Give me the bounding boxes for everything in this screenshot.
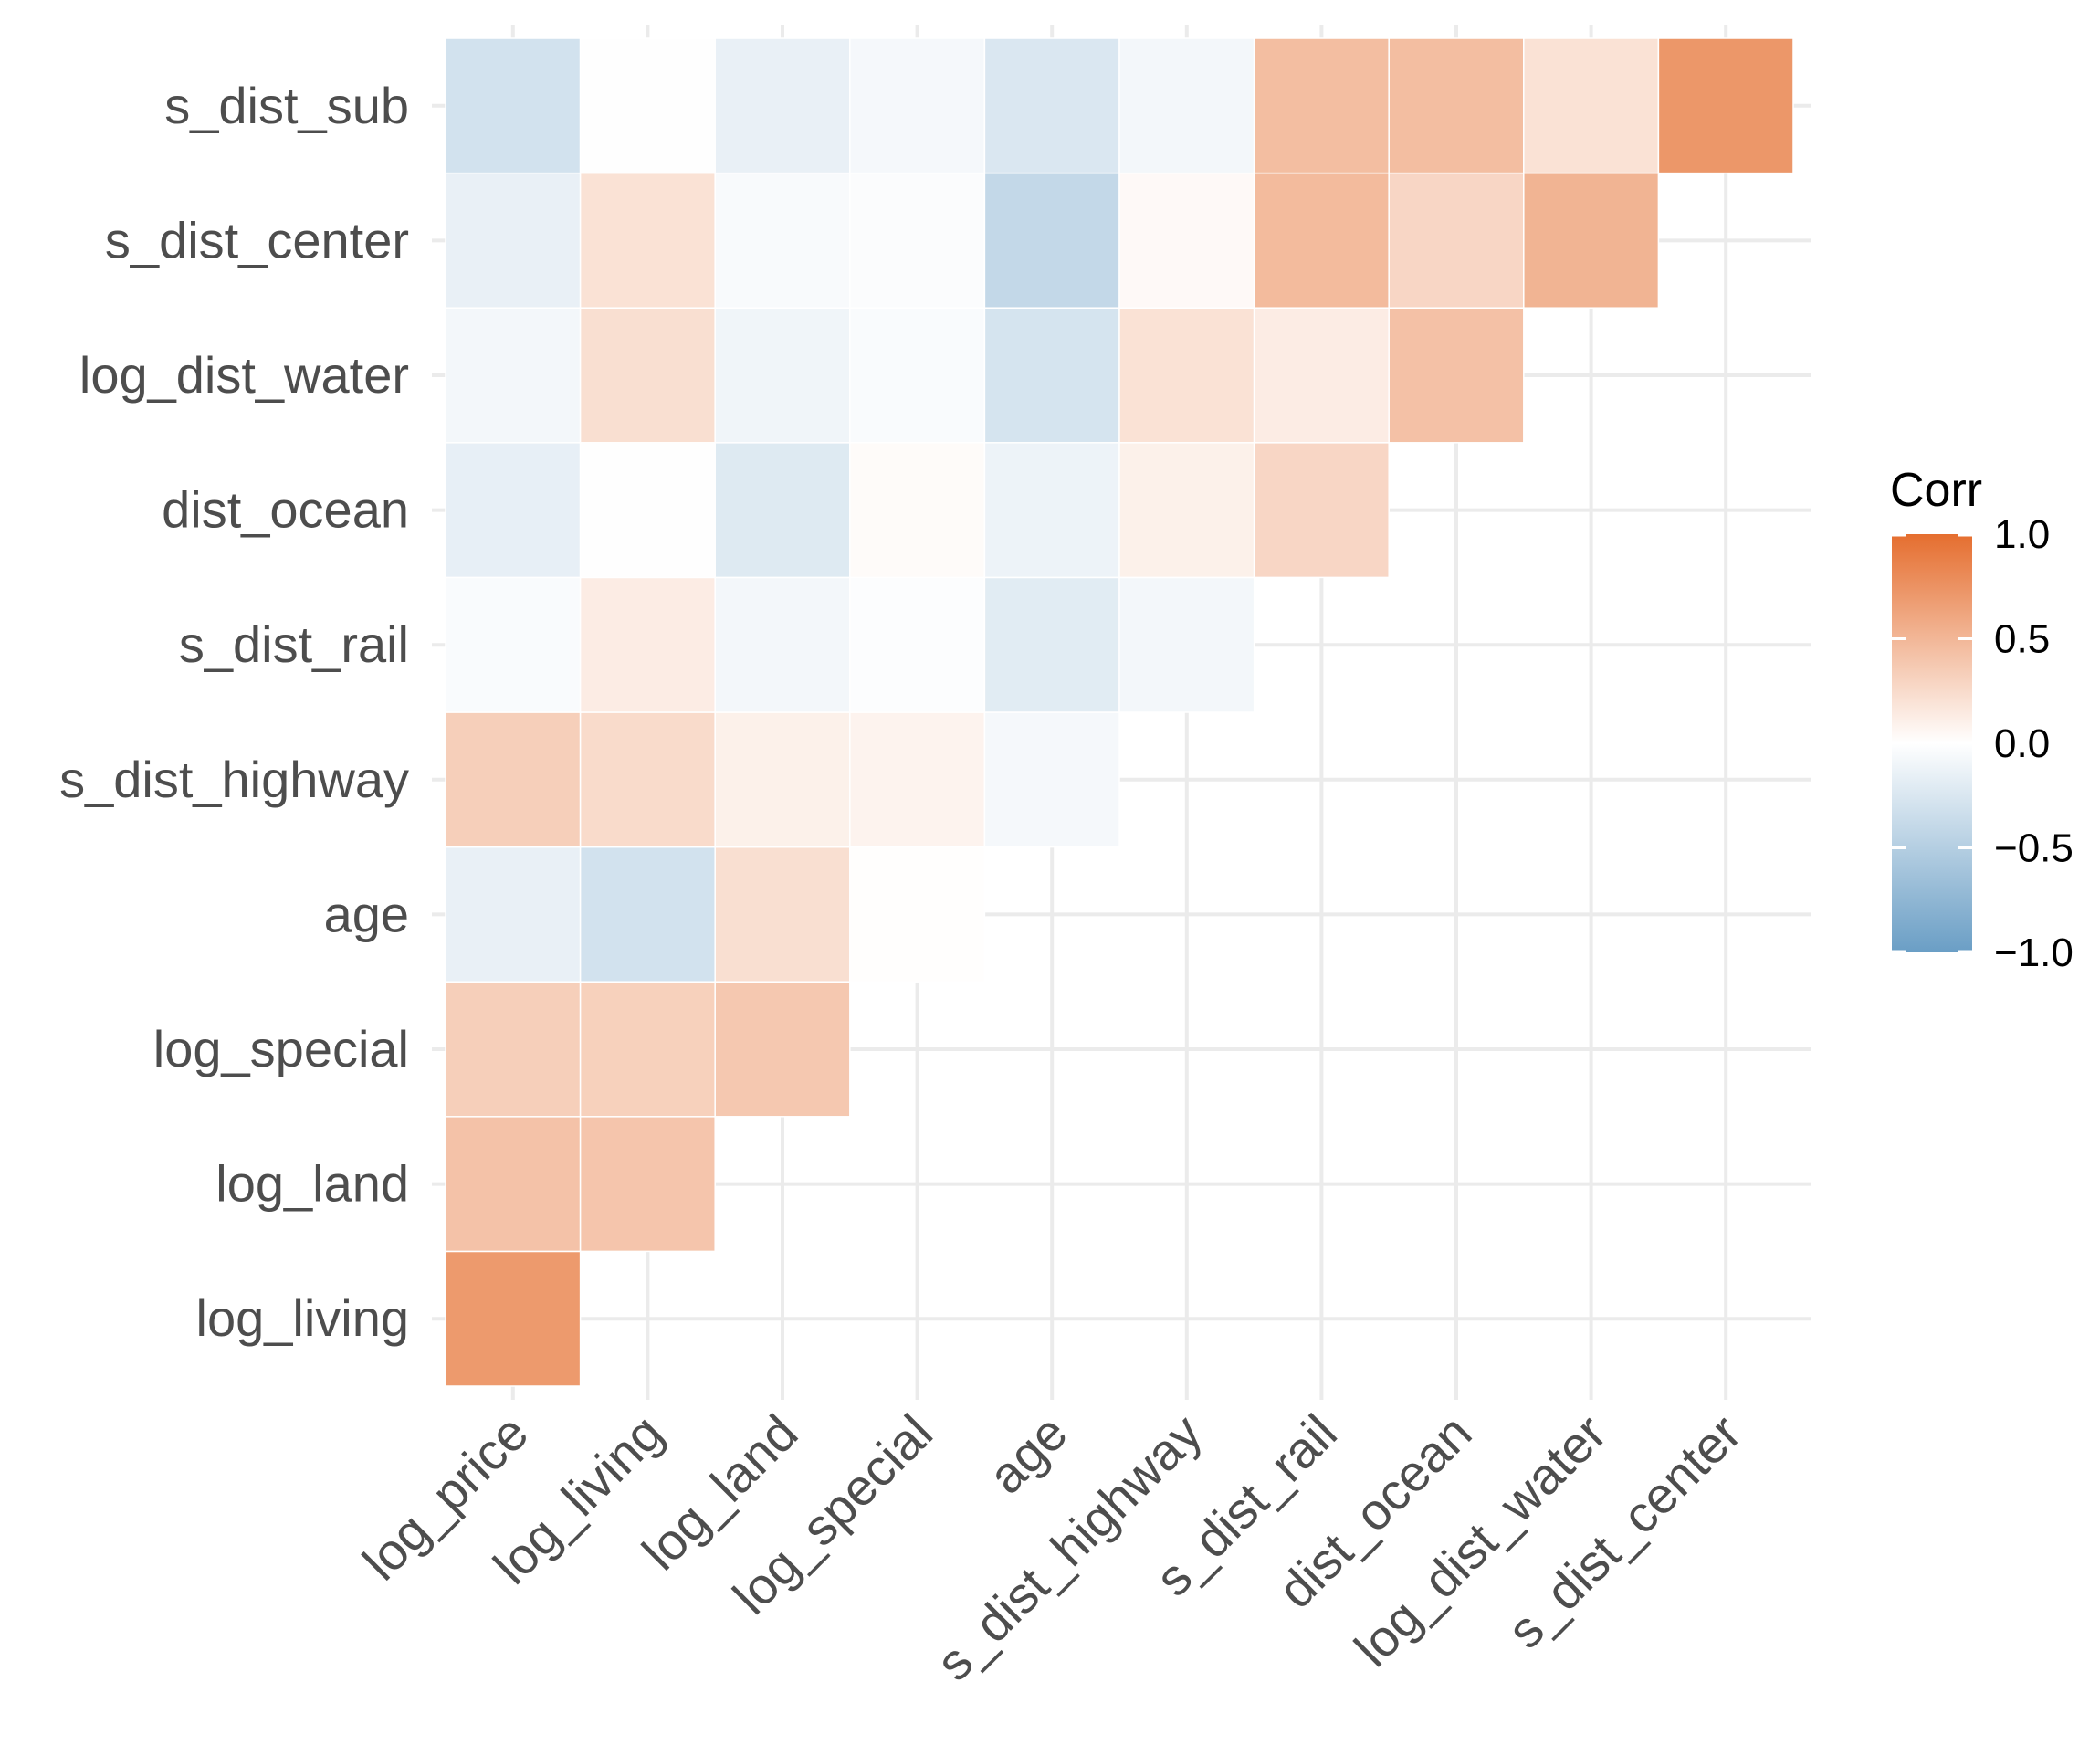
heatmap-cell — [983, 576, 1120, 713]
x-tick-label: s_dist_center — [1496, 1403, 1752, 1659]
heatmap-cell — [579, 307, 716, 444]
legend-tick-label: 1.0 — [1994, 512, 2050, 557]
heatmap-cell — [1388, 172, 1525, 309]
heatmap-cell — [849, 37, 986, 174]
heatmap-cell — [579, 846, 716, 983]
heatmap-cell — [983, 37, 1120, 174]
heatmap-cell — [714, 442, 851, 579]
heatmap-cell — [714, 576, 851, 713]
heatmap-cell — [445, 37, 582, 174]
heatmap-cell — [983, 307, 1120, 444]
heatmap-cell — [579, 981, 716, 1118]
heatmap-cell — [579, 172, 716, 309]
heatmap-cell — [849, 307, 986, 444]
y-axis-labels: log_living log_land log_special age s_dist_h… — [59, 77, 409, 1347]
legend-tick-label: −0.5 — [1994, 826, 2074, 871]
heatmap-cell — [849, 172, 986, 309]
heatmap-cell — [445, 1250, 582, 1387]
heatmap-cells — [445, 37, 1794, 1387]
heatmap-cell — [445, 981, 582, 1118]
heatmap-cell — [445, 846, 582, 983]
heatmap-cell — [579, 711, 716, 848]
heatmap-cell — [1118, 442, 1255, 579]
legend-tick-label: −1.0 — [1994, 930, 2074, 975]
heatmap-cell — [849, 711, 986, 848]
y-tick-label: log_special — [153, 1020, 409, 1077]
heatmap-cell — [983, 711, 1120, 848]
y-tick-label: log_living — [196, 1289, 410, 1347]
heatmap-cell — [1118, 37, 1255, 174]
heatmap-cell — [1253, 37, 1390, 174]
heatmap-cell — [849, 846, 986, 983]
heatmap-cell — [983, 172, 1120, 309]
heatmap-cell — [1253, 442, 1390, 579]
heatmap-cell — [445, 442, 582, 579]
legend-tick-label: 0.5 — [1994, 617, 2050, 662]
heatmap-cell — [714, 981, 851, 1118]
heatmap-cell — [445, 1116, 582, 1253]
heatmap-cell — [714, 846, 851, 983]
x-tick-label: age — [977, 1403, 1078, 1505]
heatmap-cell — [714, 37, 851, 174]
heatmap-cell — [983, 442, 1120, 579]
y-tick-label: age — [324, 885, 409, 942]
heatmap-cell — [1253, 172, 1390, 309]
heatmap-cell — [1253, 307, 1390, 444]
heatmap-cell — [445, 711, 582, 848]
heatmap-cell — [714, 711, 851, 848]
heatmap-cell — [1118, 576, 1255, 713]
y-tick-label: dist_ocean — [162, 481, 409, 539]
heatmap-cell — [714, 307, 851, 444]
y-tick-label: log_dist_water — [79, 346, 409, 404]
y-tick-label: s_dist_highway — [59, 751, 409, 808]
heatmap-cell — [1388, 307, 1525, 444]
heatmap-cell — [579, 442, 716, 579]
heatmap-cell — [445, 576, 582, 713]
y-tick-label: s_dist_rail — [179, 615, 409, 673]
heatmap-cell — [714, 172, 851, 309]
y-tick-label: s_dist_center — [105, 211, 409, 268]
heatmap-cell — [1657, 37, 1794, 174]
heatmap-cell — [445, 172, 582, 309]
heatmap-cell — [849, 576, 986, 713]
legend-ticks: 1.0 0.5 0.0 −0.5 −1.0 — [1892, 512, 2074, 975]
heatmap-cell — [445, 307, 582, 444]
heatmap-cell — [1523, 37, 1660, 174]
heatmap-cell — [579, 1116, 716, 1253]
y-tick-label: s_dist_sub — [164, 77, 409, 134]
legend-title: Corr — [1890, 464, 1982, 517]
heatmap-cell — [579, 576, 716, 713]
heatmap-cell — [1118, 172, 1255, 309]
heatmap-cell — [1118, 307, 1255, 444]
y-tick-label: log_land — [215, 1155, 409, 1213]
heatmap-cell — [1388, 37, 1525, 174]
heatmap-cell — [579, 37, 716, 174]
legend-tick-label: 0.0 — [1994, 721, 2050, 766]
heatmap-cell — [1523, 172, 1660, 309]
heatmap-cell — [849, 442, 986, 579]
legend: Corr 1.0 0.5 0.0 −0.5 −1.0 — [1890, 464, 2074, 975]
